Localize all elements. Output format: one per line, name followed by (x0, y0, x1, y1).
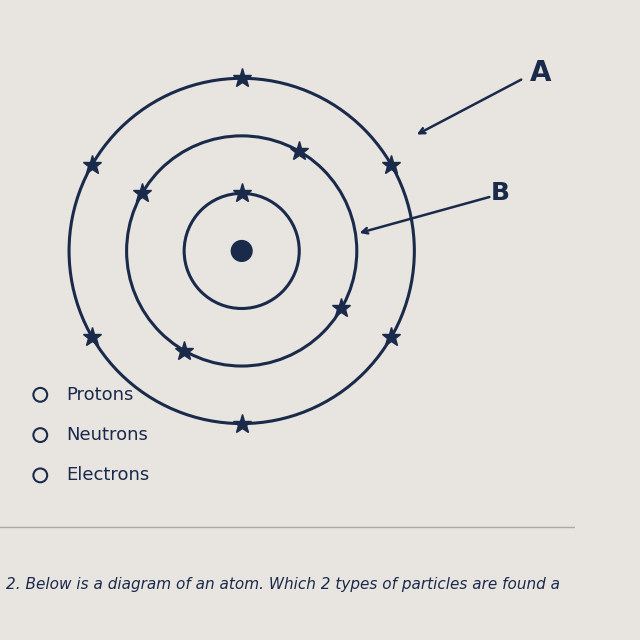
Text: Protons: Protons (66, 386, 134, 404)
Text: Neutrons: Neutrons (66, 426, 148, 444)
Text: 2. Below is a diagram of an atom. Which 2 types of particles are found a: 2. Below is a diagram of an atom. Which … (6, 577, 560, 592)
Circle shape (231, 241, 252, 261)
Text: Electrons: Electrons (66, 467, 149, 484)
Text: A: A (530, 58, 552, 86)
Text: B: B (491, 181, 510, 205)
